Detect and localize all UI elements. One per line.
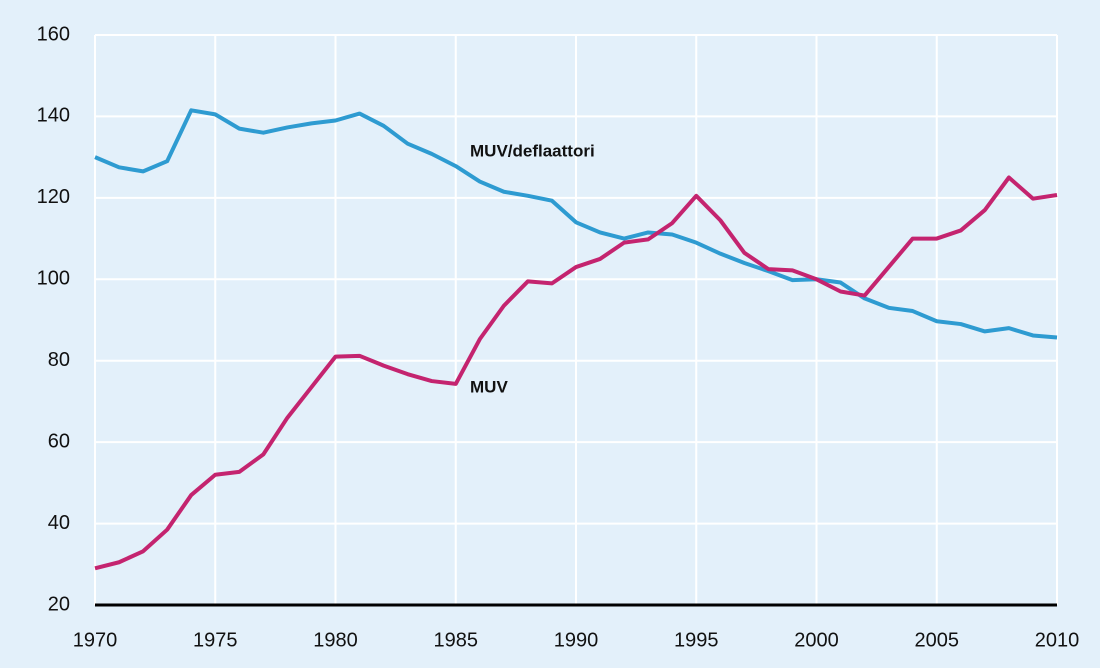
y-tick-label: 140 [37,105,70,127]
y-tick-label: 160 [37,23,70,45]
x-tick-label: 1975 [193,629,238,651]
line-series [94,108,1058,340]
y-tick-label: 120 [37,186,70,208]
x-tick-label: 1980 [313,629,358,651]
series-label: MUV [470,377,508,396]
x-tick-label: 2010 [1035,629,1080,651]
y-tick-label: 100 [37,268,70,290]
y-tick-label: 80 [48,349,70,371]
x-tick-label: 1985 [434,629,479,651]
y-tick-label: 20 [48,593,70,615]
x-tick-label: 1995 [674,629,719,651]
x-tick-label: 2005 [915,629,960,651]
x-tick-label: 2000 [794,629,839,651]
y-tick-label: 40 [48,512,70,534]
y-tick-label: 60 [48,430,70,452]
series-label: MUV/deflaattori [470,141,595,160]
line-series [94,175,1058,571]
x-tick-label: 1970 [73,629,118,651]
x-tick-label: 1990 [554,629,599,651]
